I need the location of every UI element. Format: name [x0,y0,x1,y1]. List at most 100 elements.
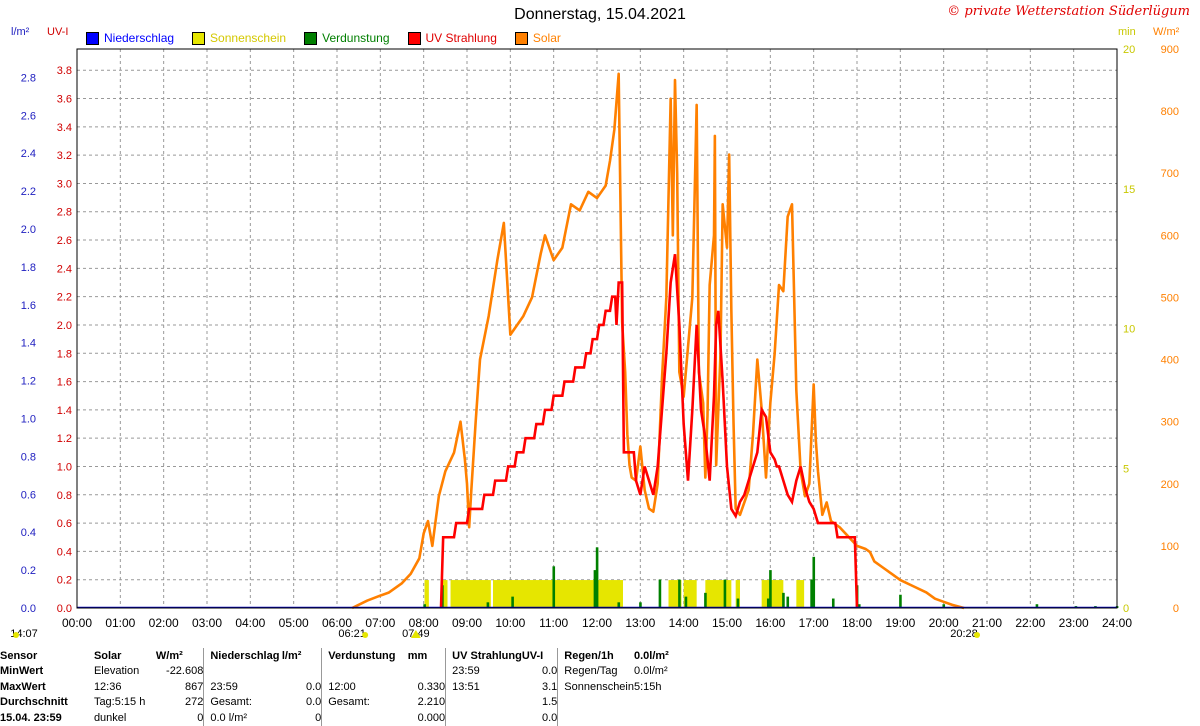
uv-tick-label: 0.6 [57,518,72,530]
evaporation-bar [810,579,813,608]
solar-tick-label: 200 [1161,479,1179,491]
precip-tick-label: 1.4 [21,338,36,350]
stats-cell [557,694,634,710]
solar-tick-label: 700 [1161,168,1179,180]
sunshine-bar [735,580,740,608]
uv-tick-label: 0.2 [57,575,72,587]
stats-cell: 867 [184,680,204,693]
evaporation-bar [593,570,597,608]
sunshine-bar [705,580,732,608]
stats-cell: UV Strahlung [445,648,522,664]
stats-cell [408,664,446,680]
stats-cell: Tag:5:15 h [93,696,146,709]
x-tick-label: 23:00 [1059,616,1089,630]
uv-tick-label: 1.2 [57,433,72,445]
stats-cell: mm [407,649,428,662]
legend-item-precip: Niederschlag [86,31,174,45]
evaporation-bar [617,602,621,608]
legend-swatch-precip [86,31,99,45]
uv-tick-label: 3.2 [57,150,72,162]
solar-tick-label: 100 [1161,541,1179,553]
stats-cell: Niederschlag [203,648,282,664]
evaporation-bar [486,602,490,608]
stats-cell: Sensor [0,649,38,662]
evaporation-bar [857,604,861,608]
x-tick-label: 14:00 [669,616,699,630]
precip-tick-label: 0.6 [21,489,36,501]
precip-tick-label: 2.6 [21,110,36,122]
sunshine-unit-label: min [1118,26,1136,38]
solar-series-line [351,72,965,610]
x-tick-label: 17:00 [799,616,829,630]
evaporation-bar [786,596,790,608]
uv-tick-label: 3.4 [57,122,72,134]
sunshine-bar [493,580,623,608]
x-tick-label: 01:00 [105,616,135,630]
evaporation-bar [658,579,662,608]
x-tick-label: 06:00 [322,616,352,630]
stats-cell [282,664,322,680]
stats-cell: Gesamt: [321,694,408,710]
stats-cell [203,663,282,679]
stats-cell: 272 [184,696,204,709]
precip-tick-label: 1.6 [21,300,36,312]
uv-tick-label: 2.2 [57,292,72,304]
uv-tick-label: 0.0 [57,603,72,615]
stats-cell [445,710,522,726]
uv-tick-label: 0.8 [57,490,72,502]
sunshine-bar [761,580,784,608]
precip-tick-label: 2.2 [21,186,36,198]
x-tick-label: 10:00 [495,616,525,630]
stats-cell: 0.0 [305,680,322,693]
legend-item-uv: UV Strahlung [407,31,497,45]
sunshine-bar [796,580,805,608]
stats-cell: 0.330 [417,680,446,693]
stats-cell: l/m² [281,649,302,662]
sunshine-bar [441,580,448,608]
evaporation-bar [769,570,772,608]
evaporation-bar [704,592,707,608]
solar-tick-label: 900 [1161,44,1179,56]
evaporation-bar [678,579,681,608]
uv-tick-label: 2.8 [57,207,72,219]
legend-label-uv: UV Strahlung [425,31,497,45]
stats-cell [634,695,690,711]
uv-tick-label: 2.6 [57,235,72,247]
stats-row: MaxWert 12:36 867 23:59 0.0 12:00 0.330 13:51 3.… [0,679,690,695]
stats-cell: 13:51 [445,679,522,695]
sunshine-bar [424,580,429,608]
time-marker-label: 20:28 [950,628,978,640]
evaporation-bar [511,596,514,608]
copyright-label: © private Wetterstation Süderlügum [947,4,1190,19]
stats-cell: Elevation [93,665,140,678]
solar-tick-label: 0 [1173,603,1179,615]
weather-chart: 00:00 01:00 02:00 03:00 04:00 05:00 06:00 07:00… [10,44,1179,640]
solar-unit-label: W/m² [1153,26,1180,38]
stats-cell: 1.5 [541,696,558,709]
precip-tick-label: 1.0 [21,414,36,426]
stats-cell: 0 [315,711,322,724]
stats-cell: 0 [197,711,204,724]
uv-tick-label: 0.4 [57,546,72,558]
time-marker-label: 06:21 [338,628,366,640]
stats-cell: Solar [93,649,122,662]
sunshine-tick-label: 10 [1123,324,1135,336]
sun-icon [974,632,981,638]
precip-tick-label: 1.2 [21,376,36,388]
solar-tick-label: 400 [1161,355,1179,367]
x-tick-label: 04:00 [235,616,265,630]
x-tick-label: 07:00 [365,616,395,630]
chart-legend: Niederschlag Sonnenschein Verdunstung UV… [86,31,561,45]
stats-table: Sensor Solar W/m² Niederschlag l/m² Verdunstu… [0,648,690,726]
stats-cell: 23:59 [203,679,282,695]
stats-cell: W/m² [155,649,183,662]
stats-cell [445,694,522,710]
stats-cell: Regen/Tag [557,663,634,679]
stats-cell: 0.000 [417,711,446,724]
uv-tick-label: 2.0 [57,320,72,332]
x-tick-label: 18:00 [842,616,872,630]
sun-icon [13,632,19,638]
evaporation-bar [899,594,902,608]
legend-label-sunshine: Sonnenschein [210,31,287,45]
evaporation-bar [736,598,740,608]
